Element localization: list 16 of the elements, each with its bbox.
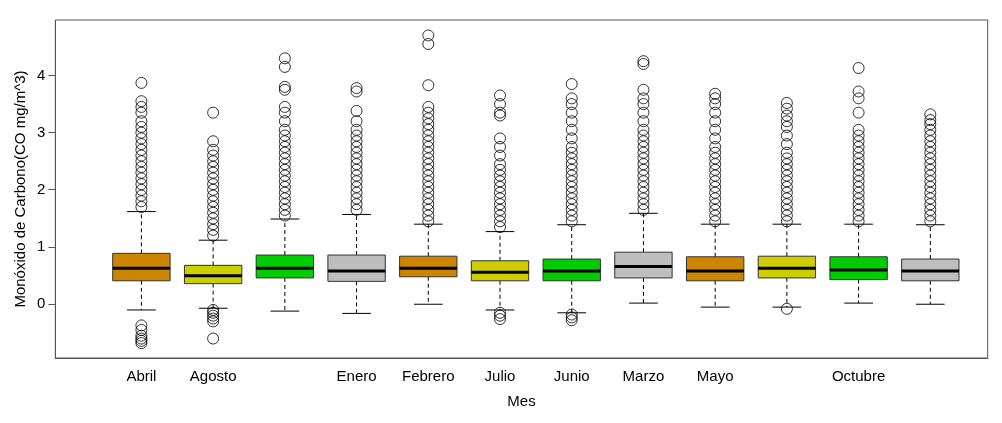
- y-tick-label: 3: [37, 122, 46, 140]
- x-tick-label: Enero: [336, 367, 377, 385]
- y-tick-label: 1: [37, 237, 46, 255]
- x-tick-label: Agosto: [189, 367, 237, 385]
- x-axis-title: Mes: [507, 392, 536, 410]
- y-axis-title: Monóxido de Carbono(CO mg/m^3): [11, 70, 29, 308]
- x-tick-label: Julio: [484, 367, 516, 385]
- x-tick-label: Octubre: [831, 367, 886, 385]
- x-tick-label: Junio: [553, 367, 590, 385]
- y-tick-label: 0: [37, 294, 46, 312]
- x-tick-label: Marzo: [622, 367, 665, 385]
- x-tick-label: Mayo: [696, 367, 734, 385]
- x-tick-label: Febrero: [402, 367, 455, 385]
- x-tick-label: Abril: [126, 367, 157, 385]
- y-tick-label: 4: [37, 65, 46, 83]
- y-tick-label: 2: [37, 180, 46, 197]
